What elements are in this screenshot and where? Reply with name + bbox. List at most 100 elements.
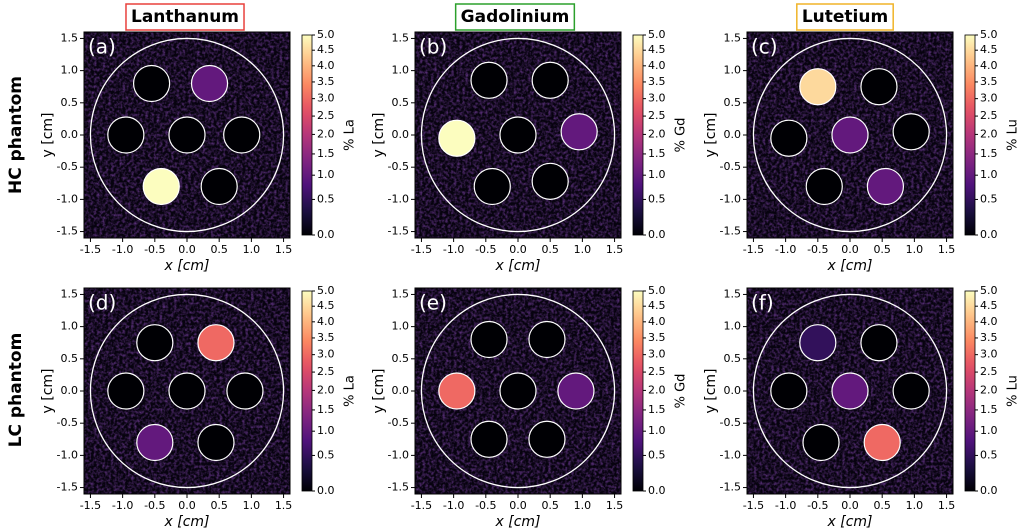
x-tick-label: -1.0 [112,243,133,256]
colorbar-tick-label: 1.0 [648,424,666,437]
x-tick-label: 1.0 [574,499,592,512]
vial [532,62,568,98]
y-axis-label: y [cm] [703,369,719,414]
x-axis-label: x [cm] [164,258,210,274]
colorbar-tick-label: 1.5 [317,147,335,160]
colorbar-tick-label: 2.0 [317,383,335,396]
vial [800,325,836,361]
x-tick-label: 0.5 [541,243,559,256]
colorbar-tick-label: 1.5 [980,403,998,416]
y-tick-label: -1.5 [57,225,78,238]
vial [201,168,237,204]
colorbar-tick-label: 4.5 [980,299,998,312]
colorbar-tick-label: 5.0 [317,284,335,297]
colorbar-tick-label: 4.5 [980,43,998,56]
colorbar-tick-label: 4.0 [648,59,666,72]
x-axis-label: x [cm] [827,514,873,529]
vial [861,325,897,361]
panel-label: (d) [88,291,116,315]
colorbar-tick-label: 1.0 [317,168,335,181]
x-tick-label: -0.5 [475,499,496,512]
colorbar-tick-label: 2.5 [980,109,998,122]
colorbar-tick-label: 3.0 [648,348,666,361]
x-tick-label: 0.0 [509,243,527,256]
colorbar-tick-label: 0.0 [648,228,666,241]
vial [439,373,475,409]
y-tick-label: 0.0 [724,384,742,397]
colorbar [965,291,975,491]
y-tick-label: -1.5 [388,225,409,238]
x-tick-label: 1.0 [906,243,924,256]
colorbar-label: % Gd [674,118,689,153]
vial [169,117,205,153]
colorbar-tick-label: 2.5 [648,365,666,378]
colorbar-tick-label: 1.5 [648,403,666,416]
vial [169,373,205,409]
colorbar-tick-label: 2.5 [648,109,666,122]
x-tick-label: 0.0 [178,499,196,512]
x-tick-label: 1.5 [275,243,293,256]
x-tick-label: -1.0 [112,499,133,512]
x-tick-label: 1.0 [574,243,592,256]
vial [439,120,475,156]
y-tick-label: -1.0 [57,192,78,205]
x-tick-label: 1.5 [275,499,293,512]
panel-label: (b) [419,35,447,59]
x-tick-label: -0.5 [144,243,165,256]
y-tick-label: 0.0 [392,128,410,141]
colorbar-tick-label: 1.5 [317,403,335,416]
x-tick-label: 1.0 [906,499,924,512]
x-tick-label: 0.0 [841,499,859,512]
vial [224,117,260,153]
x-tick-label: -1.5 [411,243,432,256]
vial [471,421,507,457]
colorbar-tick-label: 0.5 [317,448,335,461]
colorbar-tick-label: 1.5 [648,147,666,160]
y-tick-label: 1.0 [61,320,79,333]
x-tick-label: 0.5 [210,243,228,256]
y-tick-label: 0.0 [61,384,79,397]
colorbar [633,291,643,491]
y-tick-label: -0.5 [720,416,741,429]
vial [143,168,179,204]
panel-label: (e) [419,291,447,315]
x-axis-label: x [cm] [827,258,873,274]
colorbar-tick-label: 4.5 [648,299,666,312]
x-tick-label: -0.5 [807,499,828,512]
colorbar [302,291,312,491]
y-tick-label: -1.0 [388,192,409,205]
y-tick-label: 1.0 [392,64,410,77]
colorbar-tick-label: 5.0 [980,28,998,41]
colorbar-tick-label: 2.5 [980,365,998,378]
colorbar-tick-label: 3.0 [317,348,335,361]
colorbar-tick-label: 3.5 [317,331,335,344]
panel-label: (a) [88,35,116,59]
x-tick-label: -1.0 [443,499,464,512]
y-tick-label: -0.5 [388,160,409,173]
vial [529,421,565,457]
colorbar-tick-label: 3.0 [980,92,998,105]
x-tick-label: 1.0 [243,499,261,512]
x-tick-label: -1.5 [80,499,101,512]
vial [771,120,807,156]
column-title: Lutetium [802,7,888,27]
vial [227,373,263,409]
colorbar-tick-label: 4.5 [317,43,335,56]
y-tick-label: 0.5 [61,352,79,365]
colorbar [633,35,643,235]
y-tick-label: 1.0 [392,320,410,333]
colorbar-tick-label: 2.5 [317,365,335,378]
y-tick-label: 0.5 [392,96,410,109]
y-tick-label: -1.5 [57,481,78,494]
colorbar-tick-label: 0.0 [648,484,666,497]
vial [137,424,173,460]
x-tick-label: 0.0 [509,499,527,512]
x-tick-label: -1.0 [443,243,464,256]
y-tick-label: -1.0 [720,448,741,461]
x-tick-label: 1.5 [938,499,956,512]
vial [893,373,929,409]
colorbar-tick-label: 0.5 [980,192,998,205]
x-tick-label: 0.5 [873,499,891,512]
vial [134,65,170,101]
y-tick-label: -0.5 [388,416,409,429]
